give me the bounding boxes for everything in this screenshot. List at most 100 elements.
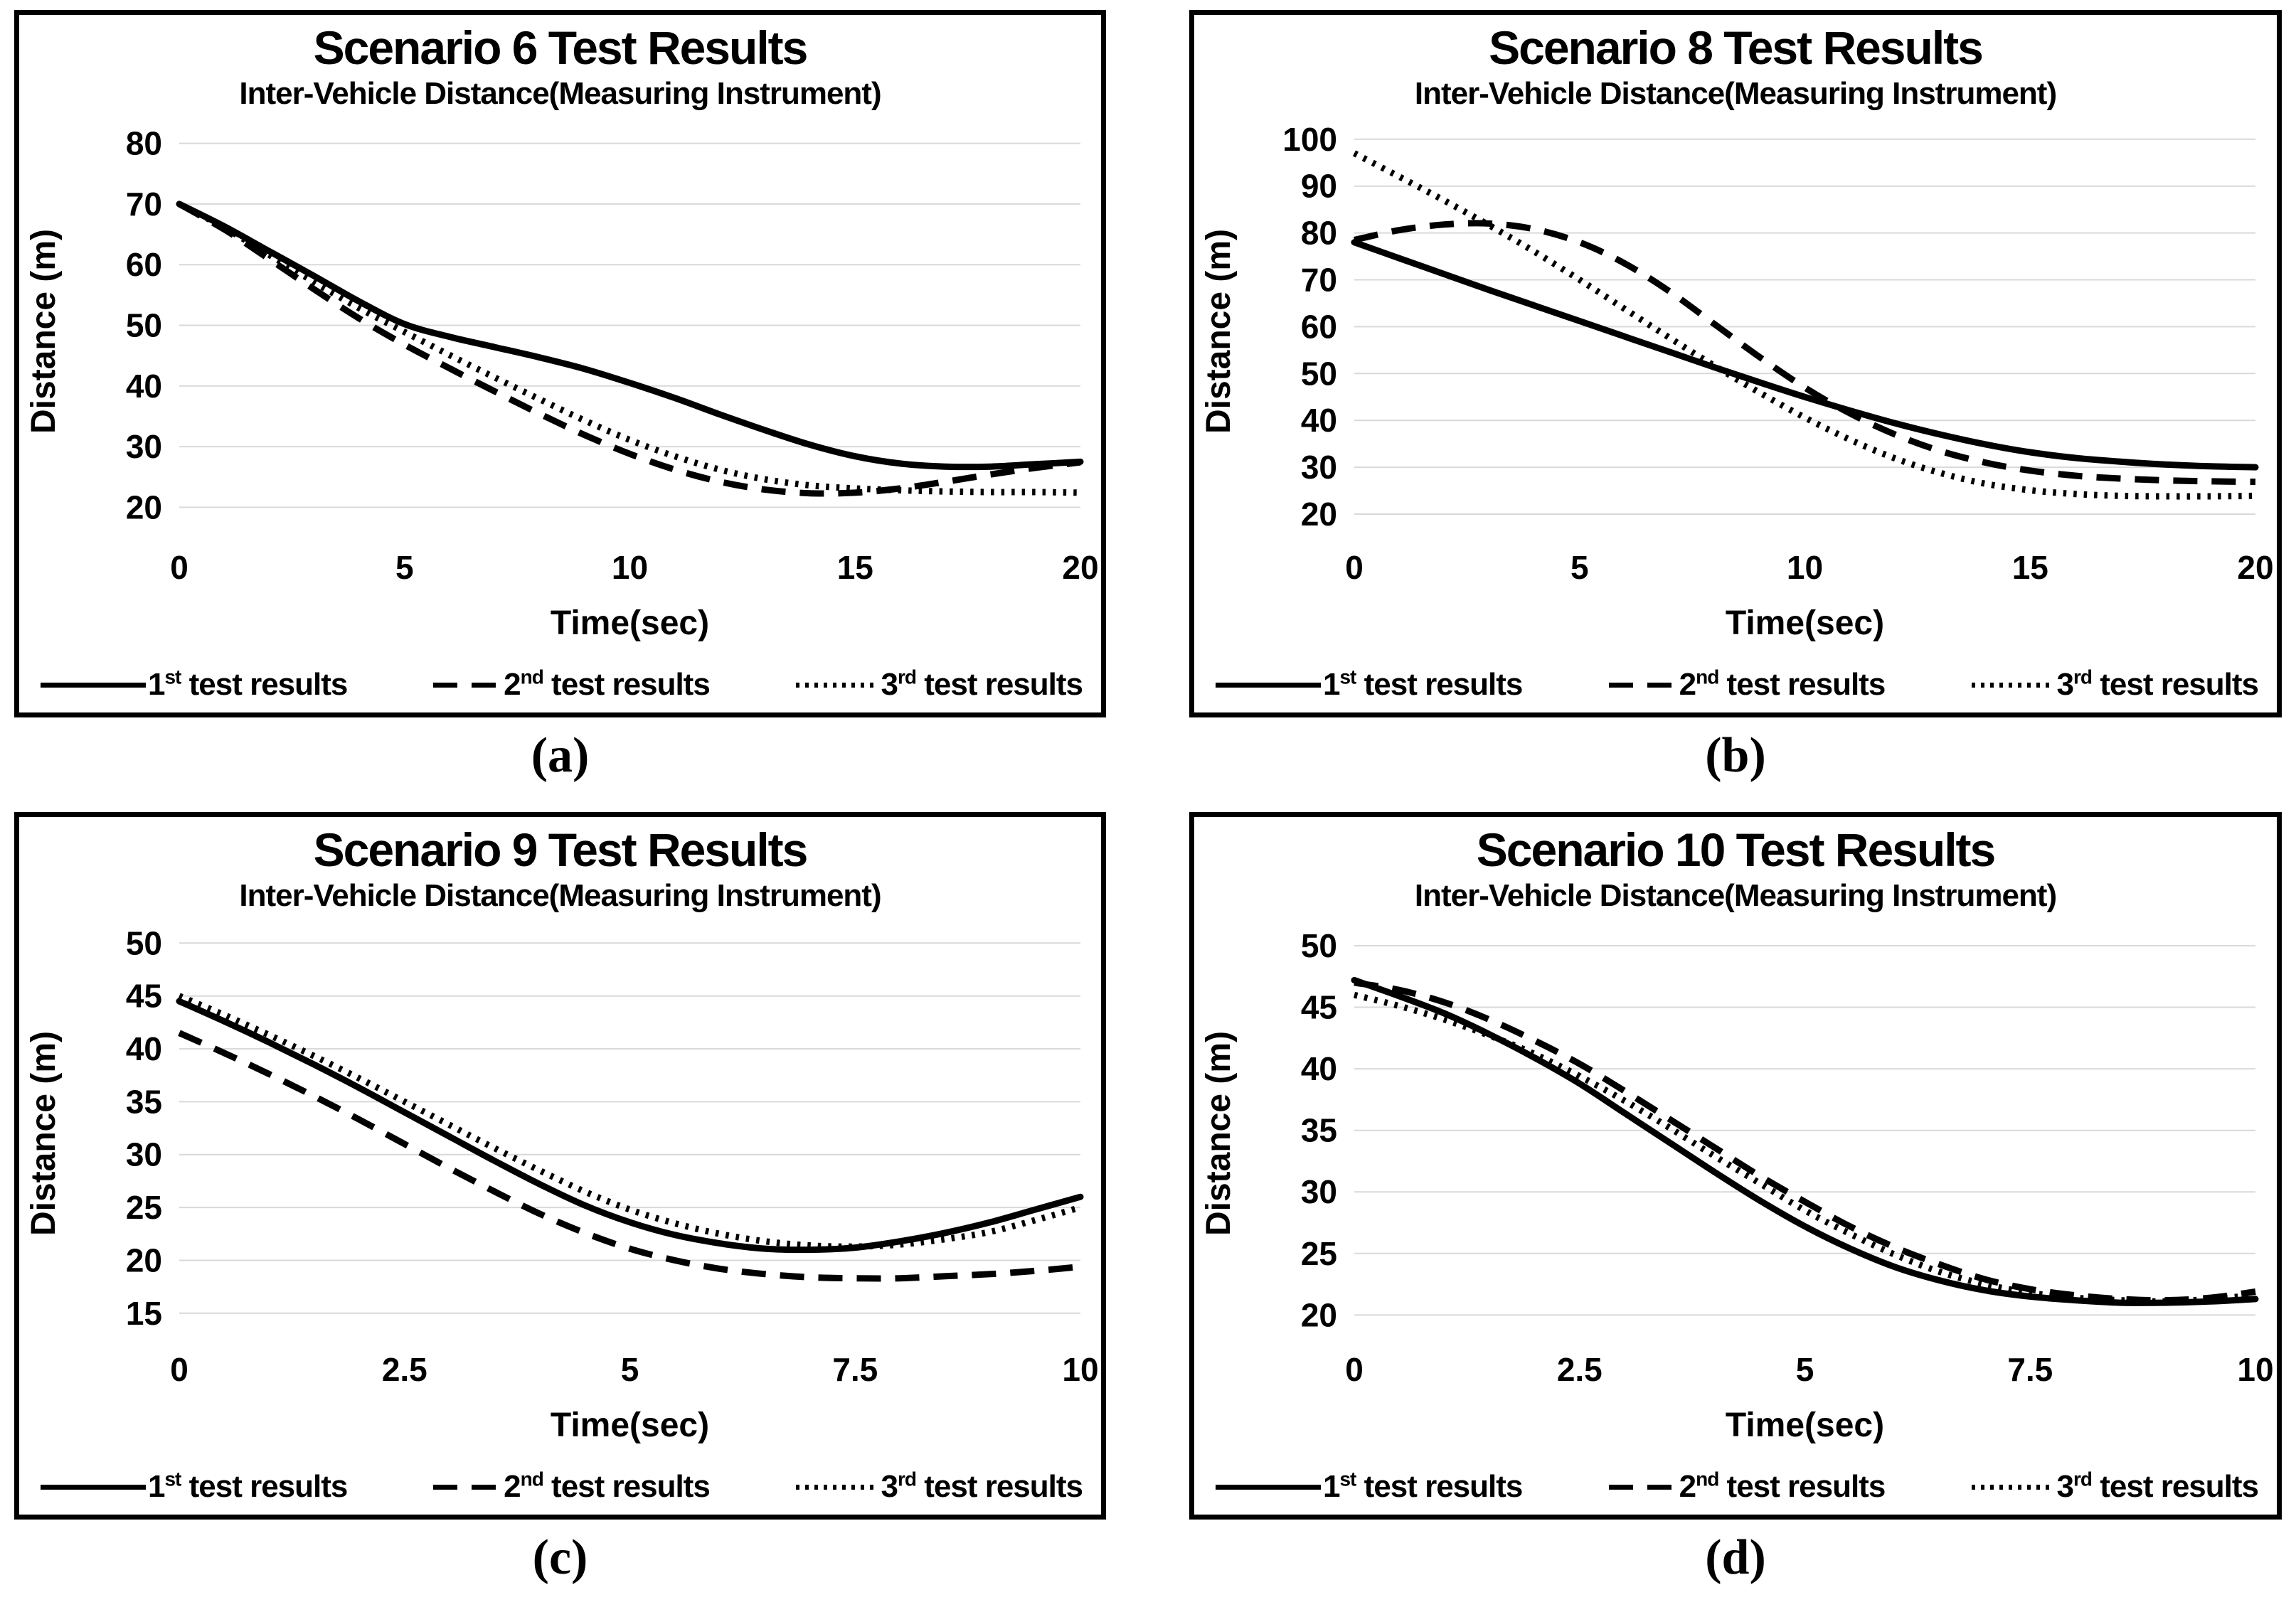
chart-d-legend: 1st test results 2nd test results 3rd te…: [1194, 1469, 2277, 1515]
dotted-line-sample: [795, 1484, 879, 1490]
chart-c-box: Scenario 9 Test Results Inter-Vehicle Di…: [14, 812, 1106, 1520]
chart-d-title: Scenario 10 Test Results: [1476, 823, 1996, 876]
chart-a-legend: 1st test results 2nd test results 3rd te…: [19, 667, 1101, 712]
dotted-line-sample: [1971, 682, 2055, 688]
legend-label: 3rd test results: [881, 666, 1083, 702]
solid-line-sample: [41, 1484, 146, 1490]
series-line-dotted: [1352, 150, 2256, 500]
y-tick-label: 35: [1301, 1112, 1337, 1149]
y-tick-label: 50: [1301, 927, 1337, 964]
dotted-line-sample: [1971, 1484, 2055, 1490]
chart-c-subtitle: Inter-Vehicle Distance(Measuring Instrum…: [239, 877, 881, 913]
series-line-dashed: [178, 1030, 1081, 1282]
chart-c-title: Scenario 9 Test Results: [313, 823, 809, 876]
legend-label: 3rd test results: [2056, 666, 2259, 702]
dashed-line-sample: [1608, 682, 1677, 688]
x-tick-label: 5: [1570, 549, 1589, 586]
series-line-dotted: [1353, 991, 2256, 1305]
y-tick-label: 20: [1301, 1296, 1337, 1333]
y-tick-label: 20: [126, 1242, 162, 1278]
series-line-dashed: [1354, 979, 2256, 1304]
y-tick-label: 30: [1301, 1173, 1337, 1210]
chart-b-legend: 1st test results 2nd test results 3rd te…: [1194, 667, 2277, 712]
y-tick-label: 40: [1301, 1050, 1337, 1087]
chart-b-subtitle: Inter-Vehicle Distance(Measuring Instrum…: [1414, 75, 2057, 111]
series-line-solid: [176, 998, 1084, 1254]
solid-line-sample: [1216, 682, 1321, 688]
dashed-line-sample: [1608, 1484, 1677, 1490]
legend-item-3rd: 3rd test results: [795, 666, 1083, 703]
legend-label: 2nd test results: [504, 666, 711, 702]
chart-d-box: Scenario 10 Test Results Inter-Vehicle D…: [1189, 812, 2282, 1520]
legend-label: 2nd test results: [1679, 666, 1886, 702]
x-axis-title: Time(sec): [551, 1406, 709, 1444]
x-tick-label: 20: [1062, 549, 1098, 586]
x-tick-label: 0: [1345, 549, 1364, 586]
x-axis-title: Time(sec): [1726, 1406, 1884, 1444]
series-line-solid: [1351, 976, 2259, 1306]
y-tick-label: 35: [126, 1083, 162, 1120]
series-line-dotted: [178, 993, 1082, 1250]
y-tick-label: 70: [1301, 261, 1337, 298]
y-tick-label: 80: [126, 125, 162, 162]
x-tick-label: 2.5: [382, 1351, 427, 1388]
chart-c-canvas: 15 20 25 30 35 40 45 50 0 2.5 5 7.5 10 Time(sec) Dista…: [25, 924, 1099, 1444]
x-tick-label: 10: [612, 549, 648, 586]
chart-a-subtitle: Inter-Vehicle Distance(Measuring Instrum…: [239, 75, 881, 111]
legend-item-1st: 1st test results: [41, 1469, 348, 1505]
y-tick-label: 30: [1301, 449, 1337, 486]
chart-a-title: Scenario 6 Test Results: [313, 21, 809, 74]
series-line-solid: [1351, 239, 2259, 471]
legend-item-1st: 1st test results: [1216, 1468, 1523, 1505]
legend-item-3rd: 3rd test results: [795, 1469, 1083, 1505]
solid-line-sample: [1216, 1484, 1321, 1490]
legend-item-2nd: 2nd test results: [433, 666, 711, 703]
legend-label: 1st test results: [1323, 1468, 1523, 1504]
y-tick-label: 30: [126, 428, 162, 465]
y-tick-label: 60: [126, 246, 162, 283]
chart-b-title: Scenario 8 Test Results: [1489, 21, 1984, 74]
y-axis-title: Distance (m): [25, 1031, 63, 1236]
x-axis-title: Time(sec): [1726, 604, 1884, 642]
chart-a-box: Scenario 6 Test Results Inter-Vehicle Di…: [14, 10, 1106, 717]
dashed-line-sample: [433, 1484, 502, 1490]
legend-item-3rd: 3rd test results: [1971, 666, 2259, 703]
series-line-dashed: [1354, 220, 2256, 486]
legend-item-1st: 1st test results: [1216, 666, 1523, 703]
dotted-line-sample: [795, 682, 879, 688]
y-tick-label: 45: [1301, 988, 1337, 1025]
y-axis-title: Distance (m): [1200, 229, 1238, 434]
y-tick-label: 20: [126, 488, 162, 525]
x-tick-label: 15: [837, 549, 873, 586]
legend-label: 2nd test results: [1679, 1468, 1886, 1504]
x-tick-label: 0: [1345, 1351, 1364, 1388]
y-tick-label: 40: [126, 368, 162, 405]
caption-b: (b): [1705, 728, 1766, 783]
legend-label: 2nd test results: [504, 1468, 711, 1504]
panel-b: Scenario 8 Test Results Inter-Vehicle Di…: [1148, 0, 2296, 804]
y-tick-label: 80: [1301, 215, 1337, 252]
x-tick-label: 10: [1062, 1351, 1098, 1388]
legend-label: 1st test results: [148, 666, 348, 702]
series-line-solid: [176, 201, 1084, 471]
caption-c: (c): [532, 1530, 588, 1585]
x-tick-label: 5: [395, 549, 414, 586]
x-tick-label: 10: [2237, 1351, 2273, 1388]
x-tick-label: 10: [1787, 549, 1823, 586]
series-line-dashed: [177, 201, 1081, 497]
y-tick-label: 20: [1301, 496, 1337, 533]
chart-a-canvas: 20 30 40 50 60 70 80 0 5 10 15 20 Time(sec) Distance …: [25, 125, 1099, 642]
chart-d-subtitle: Inter-Vehicle Distance(Measuring Instrum…: [1414, 877, 2057, 913]
panel-a: Scenario 6 Test Results Inter-Vehicle Di…: [0, 0, 1148, 804]
legend-label: 1st test results: [1323, 666, 1523, 702]
legend-item-1st: 1st test results: [41, 666, 348, 703]
panel-c: Scenario 9 Test Results Inter-Vehicle Di…: [0, 804, 1148, 1607]
legend-item-3rd: 3rd test results: [1971, 1468, 2259, 1505]
y-tick-label: 100: [1282, 121, 1337, 158]
legend-label: 3rd test results: [2056, 1468, 2259, 1504]
y-tick-label: 50: [126, 924, 162, 961]
y-tick-label: 90: [1301, 168, 1337, 205]
y-axis-title: Distance (m): [1200, 1031, 1238, 1236]
panel-d: Scenario 10 Test Results Inter-Vehicle D…: [1148, 804, 2296, 1607]
